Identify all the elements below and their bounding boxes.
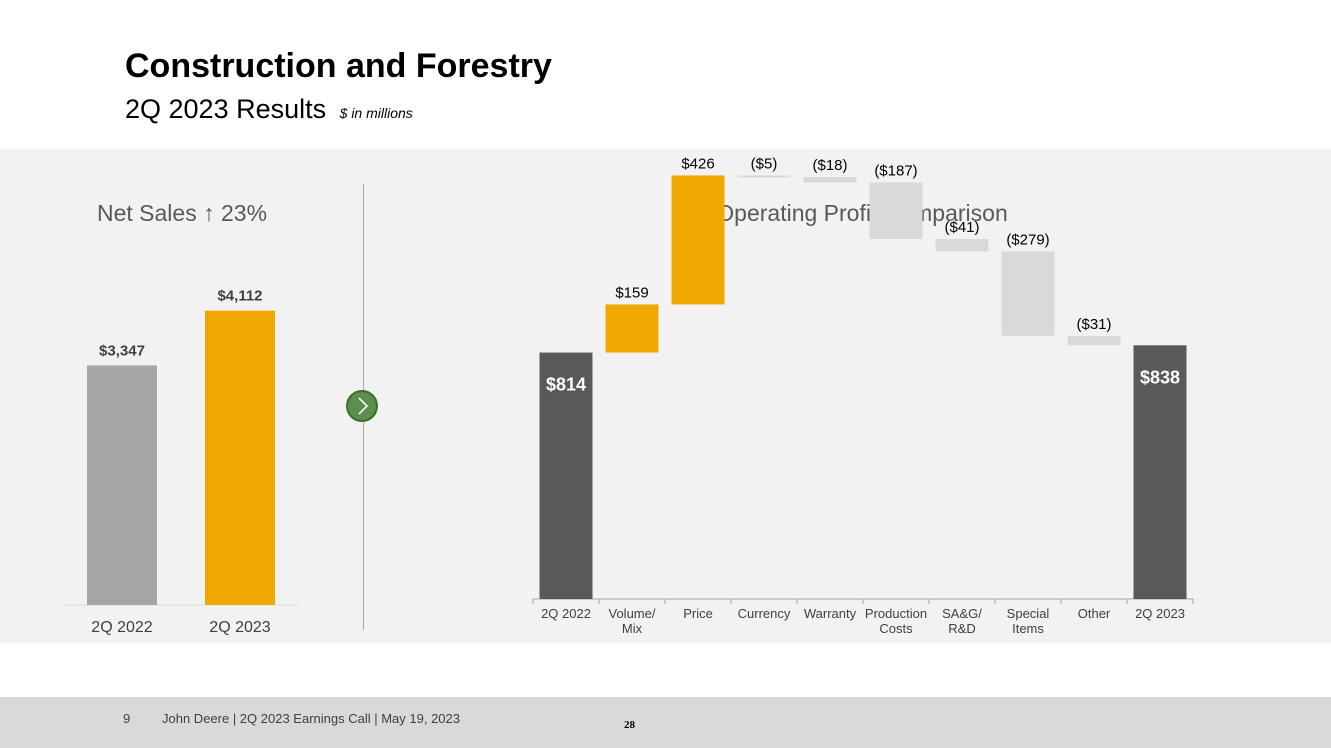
waterfall-bar <box>935 239 989 252</box>
waterfall-tick-label: 2Q 2022 <box>541 606 591 621</box>
operating-profit-title: Operating Profit Comparison <box>716 200 1008 226</box>
waterfall-bar <box>869 182 923 240</box>
page-title: Construction and Forestry <box>125 47 552 85</box>
waterfall-tick-label: SA&G/ <box>942 606 982 621</box>
waterfall-tick-label: Currency <box>738 606 791 621</box>
footer-page-number: 9 <box>123 711 131 726</box>
subtitle-text: 2Q 2023 Results <box>125 94 327 124</box>
waterfall-tick-label: R&D <box>948 621 975 636</box>
waterfall-bar <box>539 352 593 599</box>
waterfall-bar <box>1133 345 1187 599</box>
net-sales-data-label: $4,112 <box>217 288 262 305</box>
waterfall-data-label: ($5) <box>751 155 778 172</box>
page-subtitle: 2Q 2023 Results $ in millions <box>125 93 413 129</box>
net-sales-data-label: $3,347 <box>99 342 145 359</box>
waterfall-bar <box>671 175 725 305</box>
net-sales-bar <box>87 365 157 605</box>
next-slide-button[interactable] <box>346 390 378 422</box>
waterfall-data-label: ($187) <box>874 162 917 179</box>
waterfall-tick-label: Price <box>683 606 713 621</box>
unit-note: $ in millions <box>339 105 413 121</box>
waterfall-data-label: ($279) <box>1006 231 1049 248</box>
waterfall-tick-label: Warranty <box>804 606 857 621</box>
net-sales-title: Net Sales ↑ 23% <box>96 200 268 226</box>
waterfall-data-label: $426 <box>681 155 714 172</box>
waterfall-tick-label: Production <box>865 606 927 621</box>
waterfall-tick-label: 2Q 2023 <box>1135 606 1185 621</box>
waterfall-data-label: $159 <box>615 284 648 301</box>
waterfall-tick-label: Costs <box>879 621 913 636</box>
waterfall-data-label: $838 <box>1140 367 1180 387</box>
footer: 9 John Deere | 2Q 2023 Earnings Call | M… <box>0 697 1331 748</box>
waterfall-tick-label: Other <box>1078 606 1111 621</box>
waterfall-bar <box>1001 251 1055 336</box>
waterfall-tick-label: Volume/ <box>609 606 656 621</box>
waterfall-data-label: ($18) <box>812 157 847 174</box>
waterfall-tick-label: Items <box>1012 621 1044 636</box>
waterfall-bar <box>803 176 857 183</box>
net-sales-bar <box>205 310 275 605</box>
waterfall-tick-label: Special <box>1007 606 1050 621</box>
waterfall-data-label: ($41) <box>944 219 979 236</box>
footer-text: John Deere | 2Q 2023 Earnings Call | May… <box>162 711 460 726</box>
chevron-right-icon <box>358 397 369 415</box>
waterfall-tick-label: Mix <box>622 621 643 636</box>
waterfall-data-label: $814 <box>546 375 586 395</box>
waterfall-bar <box>737 175 791 178</box>
waterfall-bar <box>605 304 659 353</box>
waterfall-data-label: ($31) <box>1076 316 1111 333</box>
net-sales-tick-label: 2Q 2023 <box>209 619 270 636</box>
waterfall-bar <box>1067 335 1121 346</box>
net-sales-tick-label: 2Q 2022 <box>91 619 152 636</box>
footer-slide-number: 28 <box>624 719 635 731</box>
